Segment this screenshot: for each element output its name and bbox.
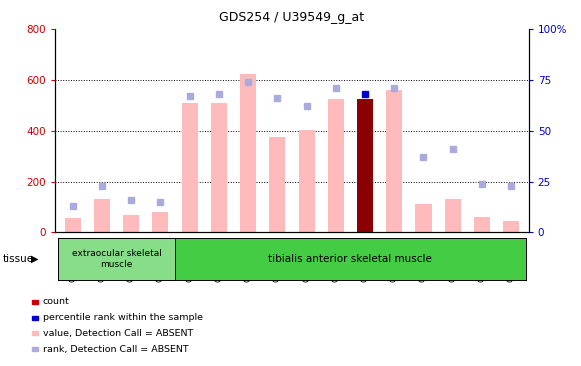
Bar: [503, 221, 519, 232]
Bar: [415, 205, 432, 232]
Text: GDS254 / U39549_g_at: GDS254 / U39549_g_at: [220, 11, 364, 24]
Bar: [64, 219, 81, 232]
Bar: [386, 90, 402, 232]
Bar: [444, 199, 461, 232]
Bar: [211, 103, 227, 232]
Text: tibialis anterior skeletal muscle: tibialis anterior skeletal muscle: [268, 254, 432, 264]
Text: count: count: [43, 298, 70, 306]
Bar: [357, 99, 373, 232]
Bar: [270, 137, 285, 232]
Bar: [474, 217, 490, 232]
Text: value, Detection Call = ABSENT: value, Detection Call = ABSENT: [43, 329, 193, 338]
Bar: [123, 214, 139, 232]
Bar: [182, 103, 198, 232]
Bar: [152, 212, 168, 232]
Bar: [328, 99, 344, 232]
Text: extraocular skeletal
muscle: extraocular skeletal muscle: [71, 249, 162, 269]
Bar: [240, 74, 256, 232]
Text: ▶: ▶: [31, 254, 38, 264]
Text: tissue: tissue: [3, 254, 34, 264]
Text: percentile rank within the sample: percentile rank within the sample: [43, 313, 203, 322]
Bar: [94, 199, 110, 232]
Bar: [299, 130, 314, 232]
Text: rank, Detection Call = ABSENT: rank, Detection Call = ABSENT: [43, 345, 189, 354]
